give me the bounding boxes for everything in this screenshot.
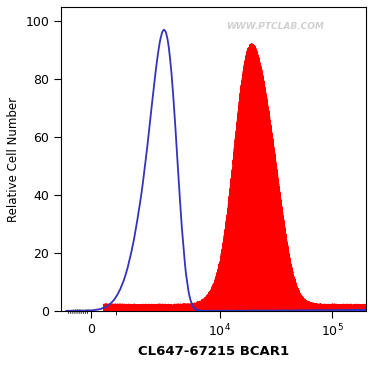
Text: WWW.PTCLAB.COM: WWW.PTCLAB.COM (226, 22, 323, 31)
Y-axis label: Relative Cell Number: Relative Cell Number (7, 96, 20, 222)
X-axis label: CL647-67215 BCAR1: CL647-67215 BCAR1 (138, 345, 289, 358)
